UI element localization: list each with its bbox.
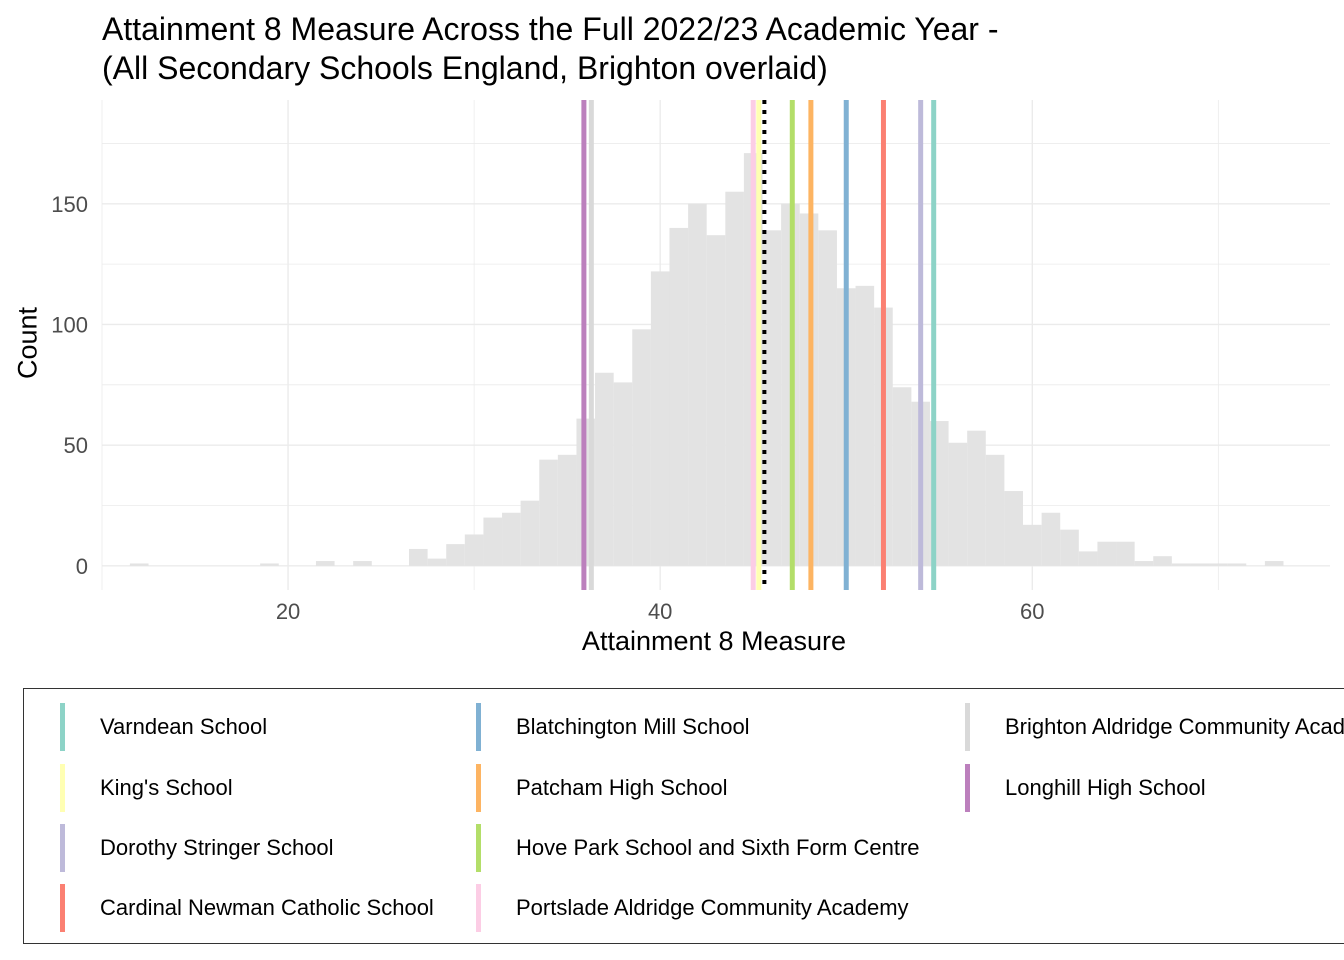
legend-label: Patcham High School: [516, 775, 728, 800]
y-tick-label: 150: [51, 192, 88, 217]
histogram-bar: [427, 558, 447, 566]
legend-label: Dorothy Stringer School: [100, 835, 334, 860]
x-tick-label: 20: [276, 599, 300, 624]
histogram-bar: [855, 285, 875, 566]
legend-label: Hove Park School and Sixth Form Centre: [516, 835, 920, 860]
legend: Varndean School King's School Dorothy Stri…: [23, 688, 1344, 944]
histogram-bar: [1190, 563, 1210, 566]
histogram-bar: [1097, 541, 1117, 566]
legend-key: [476, 884, 481, 932]
legend-key: [60, 884, 65, 932]
histogram-bar: [464, 534, 484, 566]
histogram-bar: [1264, 561, 1284, 566]
histogram-bar: [539, 459, 558, 566]
histogram-bar: [409, 548, 428, 566]
histogram-bar: [725, 191, 744, 566]
histogram-bar: [948, 442, 968, 566]
legend-key: [476, 824, 481, 872]
histogram-bar: [1041, 512, 1061, 566]
legend-label: King's School: [100, 775, 233, 800]
legend-key: [60, 764, 65, 812]
histogram-bar: [446, 544, 465, 566]
histogram-bar: [892, 387, 912, 566]
histogram-bar: [688, 203, 707, 566]
histogram-bar: [260, 563, 279, 566]
histogram-bar: [1116, 541, 1135, 566]
histogram-bar: [1171, 563, 1191, 566]
legend-key: [60, 824, 65, 872]
x-tick-label: 40: [648, 599, 672, 624]
histogram-bar: [706, 235, 726, 566]
histogram-bar: [520, 500, 540, 566]
histogram-bar: [669, 227, 689, 566]
histogram-bar: [1004, 491, 1023, 566]
histogram-bar: [353, 561, 372, 566]
legend-key: [476, 703, 481, 751]
legend-label: Blatchington Mill School: [516, 714, 750, 739]
histogram-bar: [1078, 551, 1098, 566]
histogram-bar: [595, 372, 614, 566]
histogram-bar: [1153, 556, 1172, 566]
histogram-bar: [315, 561, 335, 566]
histogram-chart: 20 40 60 0 50 100 150: [51, 100, 1330, 624]
y-axis-label: Count: [12, 306, 43, 380]
legend-label: Longhill High School: [1005, 775, 1206, 800]
histogram-bar: [483, 517, 503, 566]
chart-subtitle: (All Secondary Schools England, Brighton…: [102, 50, 828, 86]
histogram-bar: [1209, 563, 1228, 566]
legend-label: Brighton Aldridge Community Academy: [1005, 714, 1344, 739]
legend-key: [476, 764, 481, 812]
histogram-bar: [632, 329, 651, 566]
histogram-bar: [985, 454, 1005, 566]
histogram-bar: [650, 271, 670, 566]
histogram-bar: [967, 430, 986, 566]
histogram-bar: [1134, 561, 1154, 566]
histogram-bar: [818, 230, 837, 566]
y-tick-label: 100: [51, 312, 88, 337]
x-tick-label: 60: [1020, 599, 1044, 624]
histogram-bar: [129, 563, 149, 566]
legend-key: [60, 703, 65, 751]
legend-label: Cardinal Newman Catholic School: [100, 895, 434, 920]
y-tick-label: 0: [76, 554, 88, 579]
legend-label: Portslade Aldridge Community Academy: [516, 895, 909, 920]
histogram-bar: [502, 512, 521, 566]
histogram-bar: [1023, 524, 1042, 566]
x-axis-label: Attainment 8 Measure: [581, 626, 847, 656]
histogram-bar: [613, 382, 633, 566]
legend-label: Varndean School: [100, 714, 268, 739]
histogram-bar: [1060, 529, 1079, 566]
histogram-bar: [762, 230, 782, 566]
histogram-bar: [1227, 563, 1247, 566]
legend-key: [965, 764, 970, 812]
histogram-bar: [557, 454, 577, 566]
y-tick-label: 50: [64, 433, 88, 458]
chart-title-line-1: Attainment 8 Measure Across the Full 202…: [102, 11, 999, 47]
legend-key: [965, 703, 970, 751]
